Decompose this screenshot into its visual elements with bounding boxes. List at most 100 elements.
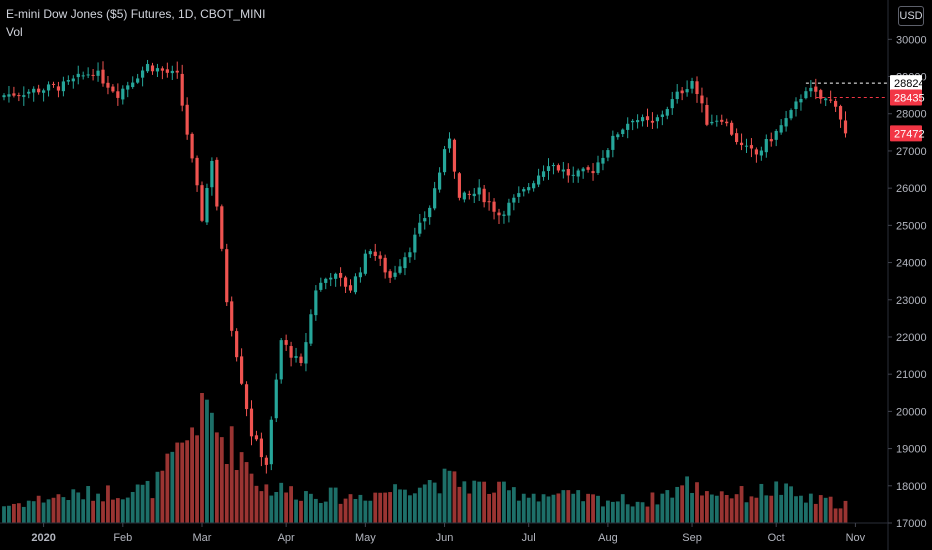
volume-bar bbox=[754, 497, 759, 523]
candle-body bbox=[145, 64, 150, 72]
candle-body bbox=[175, 70, 179, 73]
candle-body bbox=[784, 118, 788, 127]
candle-body bbox=[76, 73, 80, 78]
volume-bar bbox=[695, 482, 699, 523]
volume-bar bbox=[81, 499, 86, 523]
candle-body bbox=[517, 193, 521, 197]
y-tick-label: 27000 bbox=[896, 146, 927, 158]
candle-body bbox=[240, 356, 244, 384]
candle-body bbox=[294, 356, 298, 358]
volume-bar bbox=[719, 491, 724, 523]
candle-body bbox=[343, 277, 348, 287]
volume-bar bbox=[492, 492, 496, 523]
volume-bar bbox=[531, 493, 536, 523]
candle-body bbox=[423, 218, 427, 222]
volume-bar bbox=[155, 471, 160, 523]
candle-body bbox=[566, 169, 570, 176]
candle-body bbox=[56, 86, 61, 91]
volume-bar bbox=[393, 484, 397, 523]
volume-bar bbox=[21, 506, 26, 523]
candle-body bbox=[353, 276, 358, 293]
y-tick-label: 23000 bbox=[896, 295, 927, 307]
candle-body bbox=[477, 187, 481, 195]
candle-body bbox=[269, 419, 273, 465]
candle-body bbox=[829, 99, 833, 101]
volume-bar bbox=[581, 501, 586, 523]
volume-bar bbox=[462, 481, 467, 523]
x-tick-label: Nov bbox=[846, 532, 866, 544]
candle-body bbox=[744, 145, 749, 147]
candle-body bbox=[22, 95, 26, 97]
candle-body bbox=[739, 142, 744, 146]
volume-bar bbox=[185, 440, 190, 523]
candle-body bbox=[373, 251, 377, 256]
currency-button[interactable]: USD bbox=[898, 6, 924, 26]
candle-body bbox=[101, 69, 105, 84]
candle-body bbox=[522, 189, 526, 192]
volume-bar bbox=[507, 490, 511, 523]
price-axis[interactable]: 17000 18000 19000 20000 21000 22000 23000 24000… bbox=[887, 0, 927, 550]
volume-bar bbox=[31, 501, 36, 523]
volume-bar bbox=[690, 492, 694, 523]
candle-body bbox=[482, 188, 486, 203]
price-tag-label: 28824 bbox=[894, 78, 925, 90]
candle-body bbox=[769, 139, 773, 142]
volume-bar bbox=[635, 501, 640, 523]
volume-bar bbox=[551, 494, 556, 523]
candle-body bbox=[631, 120, 635, 123]
candle-body bbox=[274, 379, 278, 419]
candle-body bbox=[442, 149, 447, 173]
volume-bar bbox=[838, 508, 843, 523]
volume-bar bbox=[214, 432, 219, 523]
candle-body bbox=[284, 340, 288, 345]
volume-indicator-label[interactable]: Vol bbox=[6, 25, 23, 39]
candle-body bbox=[155, 68, 160, 72]
candle-body bbox=[378, 255, 382, 259]
candle-body bbox=[512, 197, 516, 203]
candle-body bbox=[235, 331, 239, 358]
volume-bar bbox=[86, 486, 91, 523]
volume-bar bbox=[338, 503, 343, 523]
candle-body bbox=[418, 222, 422, 234]
candle-body bbox=[264, 457, 268, 465]
candle-body bbox=[497, 212, 501, 216]
candle-body bbox=[571, 174, 575, 176]
volume-bar bbox=[56, 494, 61, 523]
volume-bar bbox=[71, 489, 76, 523]
volume-bar bbox=[274, 491, 279, 523]
volume-bar bbox=[675, 486, 680, 523]
candle-body bbox=[502, 214, 506, 216]
volume-bar bbox=[398, 489, 402, 523]
time-axis[interactable]: 2020 Feb Mar Apr May Jun Jul Aug Sep Oct Nov bbox=[0, 522, 888, 544]
volume-bar bbox=[541, 494, 546, 523]
candle-body bbox=[324, 278, 328, 283]
candle-body bbox=[230, 301, 234, 331]
volume-bar bbox=[145, 480, 150, 523]
volume-bar bbox=[106, 485, 110, 523]
volume-bar bbox=[388, 492, 392, 523]
candle-body bbox=[660, 114, 664, 117]
candle-body bbox=[596, 162, 600, 173]
volume-bar bbox=[526, 497, 531, 523]
volume-bar bbox=[566, 490, 571, 523]
candle-body bbox=[685, 89, 689, 93]
volume-bar bbox=[249, 473, 254, 523]
candle-body bbox=[640, 117, 645, 122]
candle-body bbox=[507, 202, 511, 216]
volume-bar bbox=[115, 498, 120, 523]
volume-bar bbox=[422, 484, 427, 523]
candle-body bbox=[452, 139, 457, 172]
volume-bar bbox=[472, 480, 477, 523]
y-tick-label: 26000 bbox=[896, 183, 927, 195]
volume-bar bbox=[239, 452, 244, 523]
volume-bar bbox=[26, 500, 31, 523]
volume-bar bbox=[769, 495, 774, 523]
volume-bar bbox=[655, 504, 660, 523]
candle-body bbox=[329, 277, 333, 280]
candle-body bbox=[393, 272, 397, 277]
volume-bar bbox=[477, 481, 482, 523]
volume-bar bbox=[160, 470, 165, 523]
candle-body bbox=[165, 69, 169, 73]
volume-bar bbox=[309, 493, 313, 523]
